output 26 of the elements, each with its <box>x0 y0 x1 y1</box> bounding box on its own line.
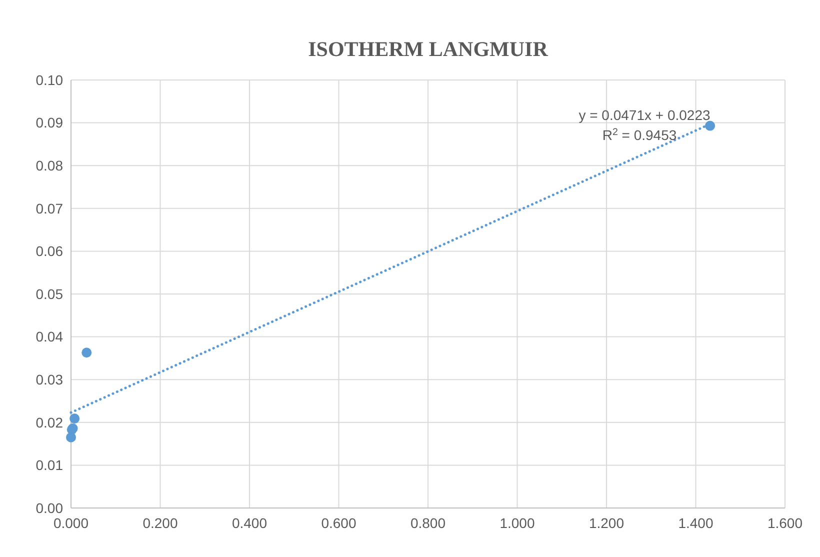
annotation: y = 0.0471x + 0.0223 <box>578 107 710 123</box>
y-tick-label: 0.08 <box>36 158 64 174</box>
y-tick-label: 0.06 <box>36 243 64 260</box>
x-tick-label: 0.000 <box>53 515 89 531</box>
y-tick-label: 0.02 <box>36 414 64 430</box>
y-tick-label: 0.03 <box>36 372 64 388</box>
y-tick-label: 0.01 <box>36 457 64 474</box>
point <box>82 348 92 358</box>
y-tick-label: 0.00 <box>36 500 64 516</box>
point <box>70 414 80 424</box>
x-tick-label: 0.800 <box>410 515 446 531</box>
x-tick-label: 0.200 <box>142 515 178 531</box>
y-tick-label: 0.09 <box>36 114 64 131</box>
x-tick-label: 0.600 <box>321 515 356 531</box>
x-tick-label: 1.600 <box>767 515 803 531</box>
y-tick-label: 0.10 <box>36 72 64 88</box>
x-tick-label: 1.400 <box>678 515 714 531</box>
x-tick-label: 0.400 <box>232 515 268 531</box>
y-tick-label: 0.05 <box>36 286 64 302</box>
chart-title: ISOTHERM LANGMUIR <box>308 37 549 61</box>
annotation: R$^{2}$ = 0.9453 <box>602 126 677 143</box>
point <box>705 120 716 131</box>
x-tick-label: 1.200 <box>588 515 624 531</box>
y-tick-label: 0.07 <box>36 200 64 216</box>
y-tick-label: 0.04 <box>36 328 64 345</box>
x-tick-label: 1.000 <box>500 515 535 531</box>
